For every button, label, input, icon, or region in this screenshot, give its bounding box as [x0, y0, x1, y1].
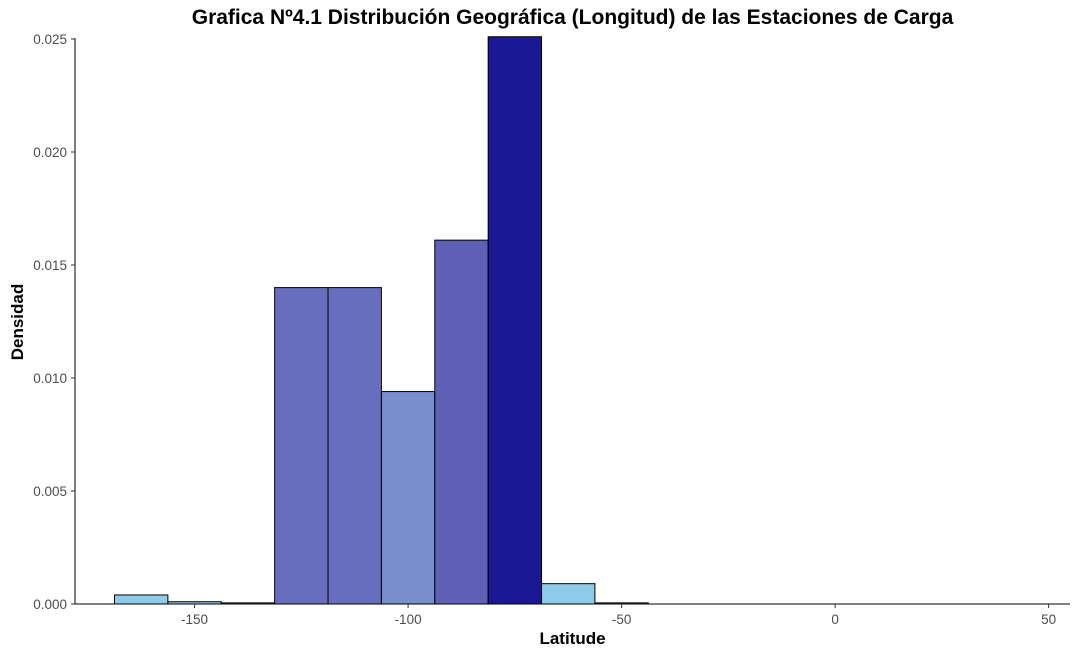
- histogram-bar-5: [327, 287, 382, 605]
- x-tick-label: 0: [831, 612, 839, 627]
- y-tick-label: 0.020: [33, 145, 67, 160]
- x-tick-label: -100: [395, 612, 422, 627]
- axes-group: [74, 38, 1070, 605]
- y-tick-label: 0.025: [33, 32, 67, 47]
- histogram-bar-9: [541, 583, 596, 605]
- histogram-bar-6: [380, 391, 436, 605]
- ticks-group: -150 -100 -50 0 50 0.000 0.005 0.010 0.015 0.020 0…: [33, 32, 1056, 627]
- y-tick-label: 0.015: [33, 258, 67, 273]
- x-axis-label: Latitude: [539, 629, 606, 648]
- y-tick-label: 0.000: [33, 597, 67, 612]
- histogram-bar-1: [114, 594, 169, 605]
- x-tick-label: -50: [612, 612, 632, 627]
- x-tick-label: -150: [181, 612, 208, 627]
- histogram-bar-4: [274, 287, 329, 605]
- chart-title: Grafica Nº4.1 Distribución Geográfica (L…: [191, 6, 954, 29]
- x-tick-label: 50: [1041, 612, 1056, 627]
- histogram-bar-7: [434, 239, 489, 605]
- y-tick-label: 0.005: [33, 484, 67, 499]
- y-tick-label: 0.010: [33, 371, 67, 386]
- histogram-bar-8: [487, 36, 543, 605]
- bars-group: [114, 36, 649, 605]
